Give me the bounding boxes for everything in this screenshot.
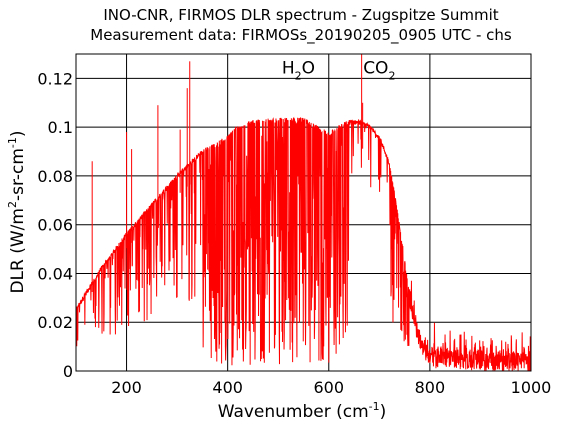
y-tick-label: 0.12 xyxy=(37,69,73,88)
y-tick-label: 0.08 xyxy=(37,167,73,186)
y-axis-title: DLR (W/m2-sr-cm-1) xyxy=(6,130,28,293)
x-axis-title-main: Wavenumber (cm xyxy=(218,402,369,422)
x-tick-label: 200 xyxy=(111,378,142,397)
annotation-main: H xyxy=(282,59,295,79)
series-layer xyxy=(76,54,531,371)
chart-title: INO-CNR, FIRMOS DLR spectrum - Zugspitze… xyxy=(103,6,498,24)
y-tick-label: 0.04 xyxy=(37,264,73,283)
plot-frame xyxy=(75,53,532,372)
annotation-rest: O xyxy=(302,59,315,79)
tick-labels: 200 400 600 800 1000 0 0.02 0.04 0.06 0.08 0.1 0.12 xyxy=(37,69,551,397)
x-axis-title-sup: -1 xyxy=(369,400,380,413)
y-tick-label: 0.1 xyxy=(48,118,73,137)
x-tick-label: 1000 xyxy=(511,378,552,397)
x-tick-label: 400 xyxy=(212,378,243,397)
y-axis-title-part2: -sr-cm xyxy=(8,148,28,201)
x-axis-title: Wavenumber (cm-1) xyxy=(218,400,387,422)
y-axis-title-end: ) xyxy=(8,130,28,137)
annotation-sub: 2 xyxy=(388,70,395,83)
y-axis-title-sup2: -1 xyxy=(6,137,19,148)
species-annotation: H2O xyxy=(282,59,315,83)
annotation-sub: 2 xyxy=(295,70,302,83)
y-tick-label: 0.06 xyxy=(37,216,73,235)
x-axis-title-end: ) xyxy=(380,402,387,422)
y-tick-label: 0.02 xyxy=(37,313,73,332)
annotation-main: CO xyxy=(363,59,388,79)
spectrum-line xyxy=(76,116,531,371)
y-axis-title-sup1: 2 xyxy=(6,201,19,208)
y-tick-label: 0 xyxy=(63,362,73,381)
x-tick-label: 600 xyxy=(314,378,345,397)
annotations: H2O CO2 xyxy=(282,59,396,83)
species-annotation: CO2 xyxy=(363,59,395,83)
chart-subtitle: Measurement data: FIRMOSs_20190205_0905 … xyxy=(90,26,512,45)
x-tick-label: 800 xyxy=(415,378,446,397)
y-axis-title-part1: DLR (W/m xyxy=(8,208,28,294)
